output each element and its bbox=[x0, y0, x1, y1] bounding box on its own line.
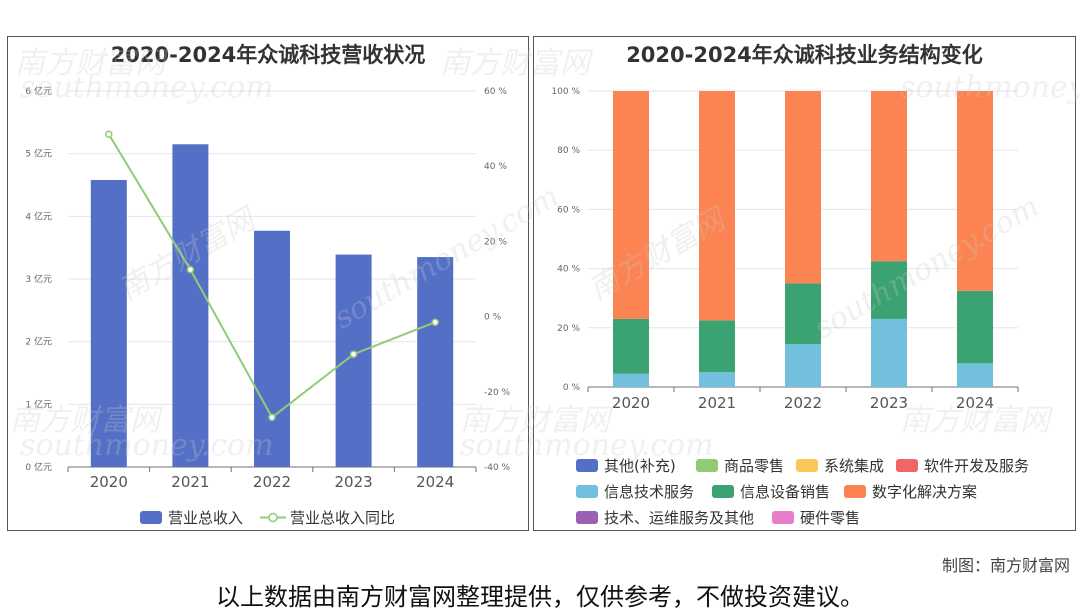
x-tick-label: 2022 bbox=[253, 473, 291, 491]
legend-label: 软件开发及服务 bbox=[924, 457, 1030, 475]
y2-tick-label: 40 % bbox=[484, 162, 507, 172]
legend-swatch bbox=[140, 511, 162, 524]
stack-segment bbox=[871, 91, 907, 262]
revenue-bar bbox=[90, 179, 127, 467]
y-tick-label: 40 % bbox=[557, 265, 580, 275]
yoy-point bbox=[349, 350, 358, 358]
yoy-point bbox=[186, 265, 195, 274]
legend-swatch bbox=[576, 511, 598, 524]
stack-segment bbox=[785, 344, 821, 387]
legend-swatch bbox=[696, 459, 718, 472]
x-tick-label: 2023 bbox=[335, 473, 373, 491]
legend-item[interactable]: 数字化解决方案 bbox=[844, 481, 977, 502]
legend-swatch bbox=[772, 511, 794, 524]
y-tick-label: 2 亿元 bbox=[25, 336, 52, 348]
stack-segment bbox=[613, 91, 649, 319]
revenue-bar bbox=[172, 144, 209, 467]
x-tick-label: 2020 bbox=[90, 473, 128, 491]
chart-credit: 制图：南方财富网 bbox=[941, 556, 1070, 575]
legend-item[interactable]: 商品零售 bbox=[696, 455, 784, 476]
legend-label: 系统集成 bbox=[824, 457, 885, 475]
legend-item[interactable]: 信息技术服务 bbox=[576, 481, 694, 502]
stack-segment bbox=[699, 91, 735, 321]
y2-tick-label: 60 % bbox=[484, 87, 507, 97]
legend-swatch bbox=[712, 485, 734, 498]
structure-chart-title: 2020-2024年众诚科技业务结构变化 bbox=[626, 43, 983, 67]
y-tick-label: 0 % bbox=[563, 383, 581, 393]
stack-segment bbox=[785, 91, 821, 284]
legend-item[interactable]: 硬件零售 bbox=[772, 507, 860, 528]
y-tick-label: 20 % bbox=[557, 324, 580, 334]
legend-label: 营业总收入同比 bbox=[290, 509, 396, 527]
legend-label: 技术、运维服务及其他 bbox=[604, 509, 755, 527]
legend-swatch bbox=[896, 459, 918, 472]
revenue-chart: 0 亿元 1 亿元 2 亿元 3 亿元 4 亿元 5 亿元 6 亿元 -40 % -20 % 0 … bbox=[25, 85, 511, 491]
legend-label: 其他(补充) bbox=[604, 457, 676, 475]
stack-segment bbox=[785, 283, 821, 345]
disclaimer-text: 以上数据由南方财富网整理提供，仅供参考，不做投资建议。 bbox=[216, 583, 864, 611]
stack-segment bbox=[613, 318, 649, 374]
legend-swatch bbox=[260, 511, 286, 524]
legend-item[interactable]: 技术、运维服务及其他 bbox=[576, 507, 754, 528]
y-tick-label: 80 % bbox=[557, 146, 580, 156]
y-tick-label: 60 % bbox=[557, 205, 580, 215]
legend-label: 信息技术服务 bbox=[604, 483, 695, 501]
x-tick-label: 2021 bbox=[171, 473, 209, 491]
y2-tick-label: -20 % bbox=[484, 388, 511, 398]
y-tick-label: 4 亿元 bbox=[25, 210, 52, 222]
stack-segment bbox=[957, 363, 993, 387]
legend-item[interactable]: 系统集成 bbox=[796, 455, 884, 476]
stack-segment bbox=[957, 91, 993, 291]
legend-swatch bbox=[796, 459, 818, 472]
stack-segment bbox=[699, 320, 735, 373]
revenue-chart-panel: 2020-2024年众诚科技营收状况 0 亿元 1 亿元 2 亿元 3 亿元 4 亿元 5… bbox=[7, 36, 529, 531]
revenue-bar bbox=[335, 254, 372, 467]
legend-label: 营业总收入 bbox=[168, 509, 244, 527]
structure-chart-legend: 其他(补充) 商品零售 系统集成 软件开发及服务信息技术服务 信息设备销售 数字化解决方案… bbox=[534, 455, 1077, 530]
y2-tick-label: 0 % bbox=[484, 313, 502, 323]
stack-segment bbox=[957, 290, 993, 364]
stack-segment bbox=[871, 318, 907, 387]
legend-swatch bbox=[576, 459, 598, 472]
yoy-point bbox=[431, 318, 439, 326]
x-tick-label: 2024 bbox=[416, 473, 454, 491]
legend-item[interactable]: 其他(补充) bbox=[576, 455, 676, 476]
stack-segment bbox=[871, 261, 907, 319]
y-tick-label: 1 亿元 bbox=[25, 398, 52, 410]
yoy-point bbox=[268, 413, 276, 422]
y-tick-label: 0 亿元 bbox=[25, 461, 52, 473]
legend-item-revenue-yoy[interactable]: 营业总收入同比 bbox=[260, 507, 395, 528]
revenue-chart-legend: 营业总收入 营业总收入同比 bbox=[8, 507, 530, 527]
legend-swatch bbox=[844, 485, 866, 498]
legend-label: 硬件零售 bbox=[800, 509, 861, 527]
x-tick-label: 2023 bbox=[870, 394, 908, 412]
legend-label: 信息设备销售 bbox=[740, 483, 831, 501]
yoy-point bbox=[105, 130, 113, 138]
legend-item[interactable]: 信息设备销售 bbox=[712, 481, 830, 502]
stack-segment bbox=[699, 372, 735, 387]
x-tick-label: 2022 bbox=[784, 394, 822, 412]
y-tick-label: 3 亿元 bbox=[25, 273, 52, 285]
y2-tick-label: 20 % bbox=[484, 237, 507, 247]
revenue-chart-title: 2020-2024年众诚科技营收状况 bbox=[110, 43, 426, 67]
x-tick-label: 2021 bbox=[698, 394, 736, 412]
y-tick-label: 6 亿元 bbox=[25, 85, 52, 97]
revenue-bar bbox=[417, 257, 454, 467]
x-tick-label: 2024 bbox=[956, 394, 994, 412]
legend-item-revenue[interactable]: 营业总收入 bbox=[140, 507, 243, 528]
y2-tick-label: -40 % bbox=[484, 463, 511, 473]
legend-label: 数字化解决方案 bbox=[872, 483, 978, 501]
y-tick-label: 100 % bbox=[551, 87, 580, 97]
stack-segment bbox=[613, 373, 649, 387]
legend-swatch bbox=[576, 485, 598, 498]
legend-item[interactable]: 软件开发及服务 bbox=[896, 455, 1029, 476]
x-tick-label: 2020 bbox=[612, 394, 650, 412]
y-tick-label: 5 亿元 bbox=[25, 148, 52, 160]
legend-label: 商品零售 bbox=[724, 457, 785, 475]
structure-chart-panel: 2020-2024年众诚科技业务结构变化 0 % 20 % 40 % 60 % 80 %… bbox=[533, 36, 1076, 531]
structure-chart: 0 % 20 % 40 % 60 % 80 % 100 % 2020 2021 2022 2023… bbox=[551, 87, 1019, 412]
revenue-bar bbox=[254, 230, 290, 467]
